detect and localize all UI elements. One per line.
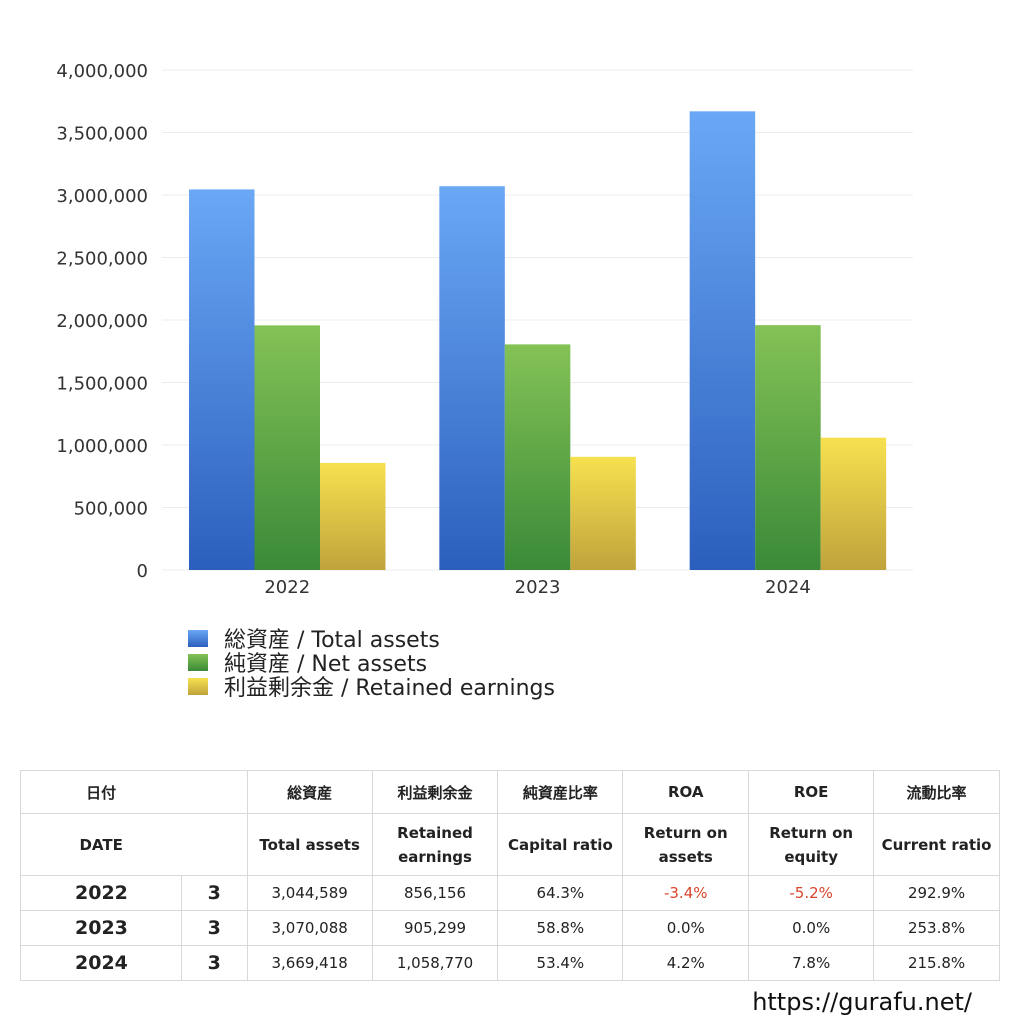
cell-current-ratio: 215.8%	[873, 945, 1000, 981]
legend-swatch-total-assets	[188, 629, 208, 647]
cell-current-ratio: 253.8%	[873, 910, 1000, 946]
table-header-ja: 日付 総資産 利益剰余金 純資産比率 ROA ROE 流動比率	[20, 770, 1000, 814]
header-roa-en-text: Return on assets	[643, 823, 728, 866]
bar-net-assets-2024	[755, 325, 821, 570]
y-tick-label: 1,000,000	[56, 436, 148, 457]
legend-label: 純資産 / Net assets	[224, 652, 428, 677]
legend-label: 総資産 / Total assets	[224, 628, 440, 653]
bar-retained-earnings-2023	[570, 456, 636, 570]
cell-month: 3	[180, 945, 248, 981]
header-spacer	[181, 770, 248, 814]
financial-table: 日付 総資産 利益剰余金 純資産比率 ROA ROE 流動比率 DATE Tot…	[20, 770, 1000, 981]
header-roa-en: Return on assets	[622, 813, 750, 876]
cell-roe: 0.0%	[748, 910, 875, 946]
legend-label: 利益剰余金 / Retained earnings	[224, 676, 555, 701]
header-current-ratio-en: Current ratio	[873, 813, 1000, 876]
y-tick-label: 2,500,000	[56, 249, 148, 270]
cell-capital-ratio: 53.4%	[497, 945, 624, 981]
cell-total-assets: 3,070,088	[246, 910, 373, 946]
y-tick-label: 1,500,000	[56, 374, 148, 395]
header-date-ja: 日付	[20, 770, 182, 814]
y-tick-label: 4,000,000	[56, 61, 148, 82]
x-tick-label: 2023	[515, 577, 561, 598]
cell-total-assets: 3,669,418	[246, 945, 373, 981]
legend-swatch-net-assets	[188, 653, 208, 671]
site-url[interactable]: https://gurafu.net/	[752, 988, 972, 1016]
table-row: 2023 3 3,070,088 905,299 58.8% 0.0% 0.0%…	[20, 910, 1000, 946]
cell-roa: 4.2%	[622, 945, 750, 981]
cell-roa: -3.4%	[622, 875, 750, 911]
header-retained-en: Retained earnings	[371, 813, 499, 876]
header-current-ratio-ja: 流動比率	[873, 770, 1000, 814]
cell-roe: -5.2%	[748, 875, 875, 911]
cell-current-ratio: 292.9%	[873, 875, 1000, 911]
cell-year: 2022	[20, 875, 182, 911]
table-row: 2024 3 3,669,418 1,058,770 53.4% 4.2% 7.…	[20, 945, 1000, 981]
bar-net-assets-2022	[254, 325, 320, 570]
legend-item-retained-earnings: 利益剰余金 / Retained earnings	[188, 674, 555, 701]
bar-retained-earnings-2022	[320, 462, 386, 570]
header-roe-en: Return on equity	[748, 813, 875, 876]
bar-chart: 0 500,000 1,000,000 1,500,000 2,000,000 2,500…	[56, 61, 913, 598]
bar-net-assets-2023	[504, 344, 571, 570]
y-tick-label: 3,000,000	[56, 186, 148, 207]
cell-roe: 7.8%	[748, 945, 875, 981]
header-capital-ratio-en: Capital ratio	[497, 813, 624, 876]
legend-item-net-assets: 純資産 / Net assets	[188, 650, 555, 677]
cell-year: 2024	[20, 945, 182, 981]
cell-retained: 905,299	[371, 910, 499, 946]
bar-total-assets-2024	[689, 111, 756, 570]
legend-item-total-assets: 総資産 / Total assets	[188, 626, 555, 653]
cell-capital-ratio: 64.3%	[497, 875, 624, 911]
cell-retained: 1,058,770	[371, 945, 499, 981]
header-retained-en-text: Retained earnings	[397, 823, 473, 866]
header-roe-ja: ROE	[748, 770, 875, 814]
chart-legend: 総資産 / Total assets 純資産 / Net assets 利益剰余…	[188, 626, 555, 701]
header-roa-ja: ROA	[622, 770, 750, 814]
header-roe-en-text: Return on equity	[769, 823, 854, 866]
header-spacer	[181, 813, 248, 876]
header-date-en: DATE	[20, 813, 182, 876]
header-retained-ja: 利益剰余金	[371, 770, 499, 814]
cell-capital-ratio: 58.8%	[497, 910, 624, 946]
y-tick-label: 500,000	[74, 499, 148, 520]
header-capital-ratio-ja: 純資産比率	[497, 770, 624, 814]
cell-month: 3	[180, 875, 248, 911]
table-row: 2022 3 3,044,589 856,156 64.3% -3.4% -5.…	[20, 875, 1000, 911]
cell-month: 3	[180, 910, 248, 946]
cell-total-assets: 3,044,589	[246, 875, 373, 911]
cell-retained: 856,156	[371, 875, 499, 911]
cell-roa: 0.0%	[622, 910, 750, 946]
legend-swatch-retained-earnings	[188, 677, 208, 695]
bar-total-assets-2022	[189, 189, 255, 570]
y-tick-label: 2,000,000	[56, 311, 148, 332]
y-tick-label: 3,500,000	[56, 124, 148, 145]
x-tick-label: 2024	[765, 577, 811, 598]
cell-year: 2023	[20, 910, 182, 946]
bar-retained-earnings-2024	[820, 437, 887, 570]
y-tick-label: 0	[137, 561, 148, 582]
x-tick-label: 2022	[264, 577, 310, 598]
bar-total-assets-2023	[439, 186, 505, 570]
table-header-en: DATE Total assets Retained earnings Capi…	[20, 813, 1000, 876]
header-total-assets-en: Total assets	[246, 813, 373, 876]
header-total-assets-ja: 総資産	[246, 770, 373, 814]
